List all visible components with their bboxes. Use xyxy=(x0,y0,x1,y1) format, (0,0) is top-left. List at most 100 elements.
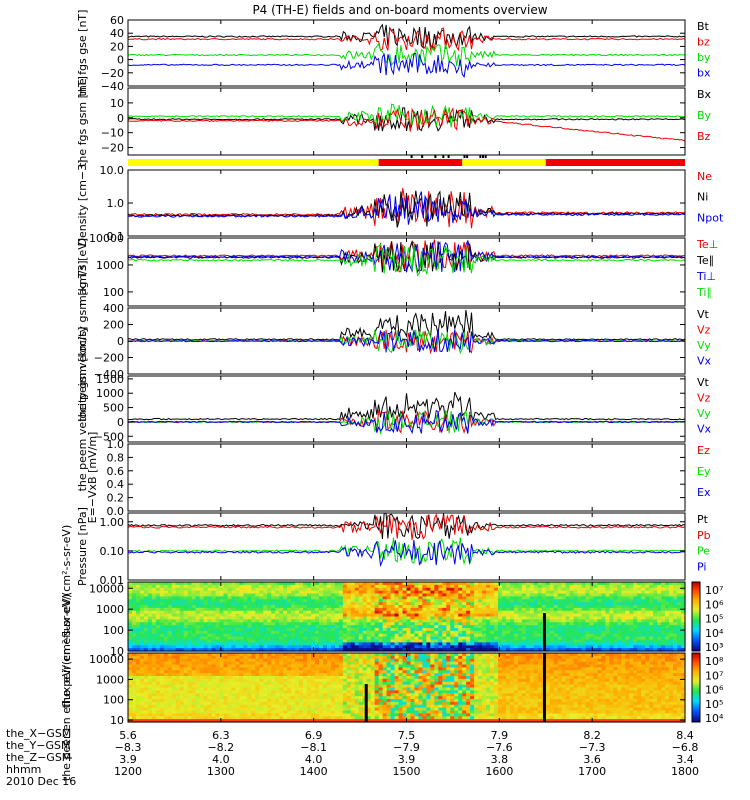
heatmap-cell xyxy=(557,610,563,615)
heatmap-cell xyxy=(247,590,252,595)
heatmap-cell xyxy=(139,690,145,694)
heatmap-cell xyxy=(175,616,181,620)
heatmap-cell xyxy=(314,670,320,674)
colorbar-cell xyxy=(692,625,700,628)
heatmap-cell xyxy=(478,593,483,597)
heatmap-cell xyxy=(251,676,256,680)
heatmap-cell xyxy=(665,590,670,595)
heatmap-cell xyxy=(350,602,356,606)
heatmap-cell xyxy=(569,642,575,646)
heatmap-cell xyxy=(203,670,209,674)
heatmap-cell xyxy=(454,636,459,641)
heatmap-cell xyxy=(629,593,634,597)
heatmap-cell xyxy=(203,642,209,646)
heatmap-cell xyxy=(474,639,479,643)
heatmap-cell xyxy=(299,636,304,641)
heatmap-cell xyxy=(199,613,205,618)
heatmap-cell xyxy=(601,587,607,592)
heatmap-cell xyxy=(462,619,467,623)
heatmap-cell xyxy=(561,587,567,592)
heatmap-cell xyxy=(128,684,133,689)
heatmap-cell xyxy=(565,593,571,597)
heatmap-cell xyxy=(589,602,595,606)
heatmap-cell xyxy=(195,658,201,663)
heatmap-cell xyxy=(565,628,571,632)
heatmap-cell xyxy=(398,584,404,589)
heatmap-cell xyxy=(219,639,225,643)
heatmap-cell xyxy=(494,607,499,612)
heatmap-cell xyxy=(155,673,161,677)
heatmap-cell xyxy=(267,584,272,589)
heatmap-cell xyxy=(641,645,646,649)
heatmap-cell xyxy=(227,625,233,629)
heatmap-cell xyxy=(470,625,475,629)
heatmap-cell xyxy=(362,619,368,623)
heatmap-cell xyxy=(295,701,300,706)
heatmap-cell xyxy=(629,596,634,600)
heatmap-cell xyxy=(573,616,579,620)
heatmap-cell xyxy=(446,602,451,606)
heatmap-cell xyxy=(501,584,507,589)
heatmap-cell xyxy=(505,630,511,635)
heatmap-cell xyxy=(179,596,185,600)
heatmap-cell xyxy=(390,613,396,618)
heatmap-cell xyxy=(645,605,650,609)
heatmap-cell xyxy=(167,655,173,660)
heatmap-cell xyxy=(605,639,611,643)
heatmap-cell xyxy=(275,693,280,697)
heatmap-cell xyxy=(279,707,284,712)
heatmap-cell xyxy=(247,582,252,586)
heatmap-cell xyxy=(633,587,638,592)
heatmap-cell xyxy=(143,696,149,700)
heatmap-cell xyxy=(394,636,400,641)
heatmap-cell xyxy=(199,673,205,677)
heatmap-cell xyxy=(287,673,292,677)
heatmap-cell xyxy=(239,690,244,694)
heatmap-cell xyxy=(338,619,344,623)
heatmap-cell xyxy=(219,625,225,629)
heatmap-cell xyxy=(478,590,483,595)
heatmap-cell xyxy=(482,639,487,643)
heatmap-cell xyxy=(501,645,507,649)
heatmap-cell xyxy=(414,622,420,626)
heatmap-cell xyxy=(311,713,316,717)
heatmap-cell xyxy=(617,619,622,623)
heatmap-cell xyxy=(163,625,169,629)
heatmap-cell xyxy=(434,622,439,626)
heatmap-cell xyxy=(410,639,416,643)
heatmap-cell xyxy=(187,716,193,720)
heatmap-cell xyxy=(517,607,523,612)
panel-pressure: Pressure [nPa] xyxy=(76,507,686,586)
heatmap-cell xyxy=(203,713,209,717)
heatmap-cell xyxy=(577,593,583,597)
heatmap-cell xyxy=(661,636,666,641)
heatmap-cell xyxy=(677,590,682,595)
heatmap-cell xyxy=(303,602,308,606)
heatmap-cell xyxy=(326,673,332,677)
heatmap-cell xyxy=(669,599,674,603)
y-tick-label: 0 xyxy=(117,416,124,429)
heatmap-cell xyxy=(330,676,336,680)
heatmap-cell xyxy=(593,630,599,635)
heatmap-cell xyxy=(247,622,252,626)
heatmap-cell xyxy=(199,678,205,683)
heatmap-cell xyxy=(597,619,603,623)
heatmap-cell xyxy=(649,593,654,597)
heatmap-cell xyxy=(462,642,467,646)
heatmap-cell xyxy=(573,613,579,618)
heatmap-cell xyxy=(175,613,181,618)
heatmap-cell xyxy=(629,648,634,652)
heatmap-cell xyxy=(593,625,599,629)
heatmap-cell xyxy=(159,642,165,646)
heatmap-cell xyxy=(303,593,308,597)
heatmap-cell xyxy=(163,599,169,603)
heatmap-cell xyxy=(191,710,197,714)
heatmap-cell xyxy=(346,625,352,629)
heatmap-cell xyxy=(505,622,511,626)
heatmap-cell xyxy=(243,699,248,703)
heatmap-cell xyxy=(167,658,173,663)
heatmap-cell xyxy=(657,648,662,652)
heatmap-cell xyxy=(569,622,575,626)
heatmap-cell xyxy=(565,582,571,586)
heatmap-cell xyxy=(498,636,503,641)
